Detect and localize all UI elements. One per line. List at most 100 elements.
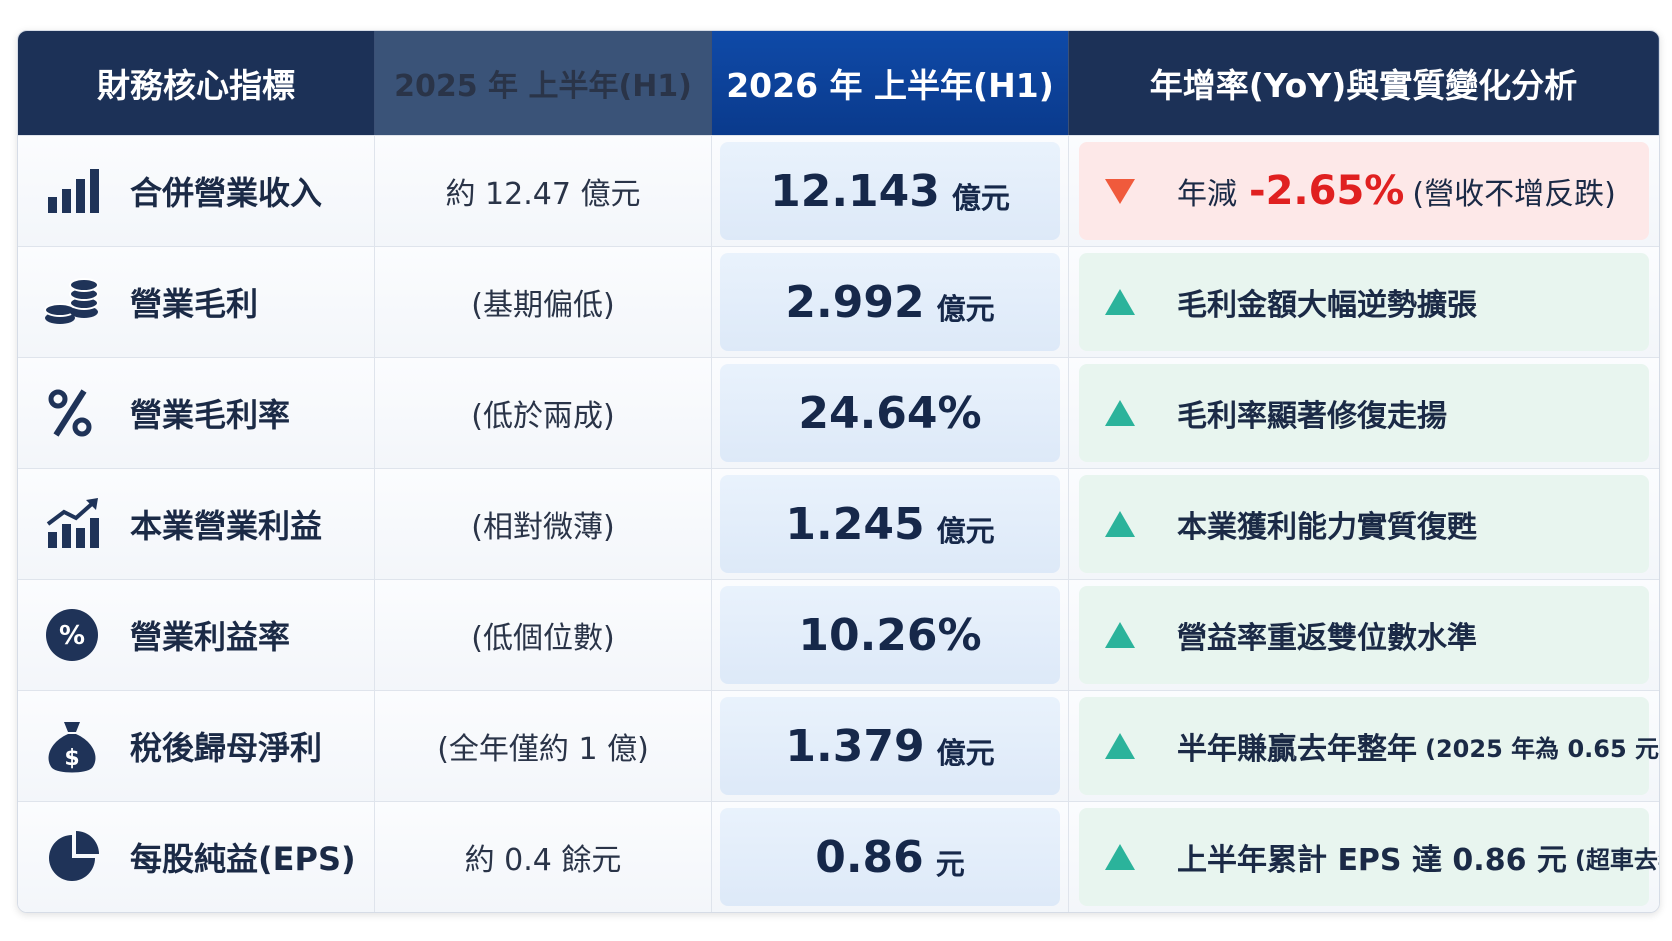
analysis-box: 本業獲利能力實質復甦: [1079, 475, 1649, 573]
current-cell: 10.26%: [712, 580, 1069, 690]
analysis-cell: 本業獲利能力實質復甦: [1069, 469, 1659, 579]
trend-up: [1105, 289, 1135, 315]
metric-icon: $: [48, 722, 96, 773]
table-row: % 營業利益率 (低個位數) 10.26% 營益率重返雙位數水準: [18, 579, 1659, 690]
analysis-cell: 毛利金額大幅逆勢擴張: [1069, 247, 1659, 357]
table-row: 本業營業利益 (相對微薄) 1.245 億元 本業獲利能力實質復甦: [18, 468, 1659, 579]
header-row: 財務核心指標 2025 年 上半年(H1) 2026 年 上半年(H1) 年增率…: [18, 31, 1659, 135]
metric-label: 營業毛利: [130, 285, 259, 323]
current-unit: 元: [935, 847, 965, 881]
metric-cell: 合併營業收入: [18, 136, 375, 246]
table-row: 每股純益(EPS) 約 0.4 餘元 0.86 元 上半年累計 EPS 達 0.86 元…: [18, 801, 1659, 912]
analysis-box: 上半年累計 EPS 達 0.86 元(超車去年全年): [1079, 808, 1659, 906]
current-box: 0.86 元: [720, 808, 1060, 906]
current-box: 1.245 億元: [720, 475, 1060, 573]
trend-up: [1105, 622, 1135, 648]
trend-up: [1105, 400, 1135, 426]
metric-label: 營業利益率: [130, 618, 291, 656]
analysis-note: (超車去年全年): [1574, 845, 1659, 874]
metric-label: 本業營業利益: [130, 507, 323, 545]
current-unit: 億元: [951, 181, 1010, 215]
analysis-cell: 毛利率顯著修復走揚: [1069, 358, 1659, 468]
analysis-cell: 上半年累計 EPS 達 0.86 元(超車去年全年): [1069, 802, 1659, 912]
analysis-text: 上半年累計 EPS 達 0.86 元: [1177, 843, 1567, 878]
analysis-cell: 半年賺贏去年整年 (2025 年為 0.65 元): [1069, 691, 1659, 801]
prior-value: (基期偏低): [471, 288, 615, 323]
analysis-cell: 營益率重返雙位數水準: [1069, 580, 1659, 690]
metric-label: 營業毛利率: [130, 396, 291, 434]
analysis-box: 年減 -2.65% (營收不增反跌): [1079, 142, 1649, 240]
svg-text:$: $: [64, 746, 79, 771]
header-cell: 2026 年 上半年(H1): [712, 31, 1069, 135]
current-cell: 0.86 元: [712, 802, 1069, 912]
current-unit: 億元: [936, 514, 995, 548]
prior-value: 約 0.4 餘元: [464, 843, 622, 878]
current-cell: 2.992 億元: [712, 247, 1069, 357]
current-value: 1.379: [785, 720, 925, 772]
metric-icon: %: [46, 609, 98, 661]
analysis-text: 半年賺贏去年整年: [1177, 732, 1417, 767]
analysis-text: 營益率重返雙位數水準: [1177, 621, 1477, 656]
metric-icon: [46, 498, 99, 548]
metric-label: 每股純益(EPS): [130, 840, 356, 878]
prior-value: (全年僅約 1 億): [437, 732, 649, 767]
analysis-text: 年減: [1177, 177, 1237, 212]
metric-icon: [48, 389, 92, 437]
analysis-text: 毛利金額大幅逆勢擴張: [1177, 288, 1477, 323]
prior-cell: (相對微薄): [375, 469, 712, 579]
metric-label: 稅後歸母淨利: [130, 729, 323, 767]
analysis-box: 毛利金額大幅逆勢擴張: [1079, 253, 1649, 351]
current-box: 2.992 億元: [720, 253, 1060, 351]
metric-cell: 營業毛利: [18, 247, 375, 357]
prior-value: 約 12.47 億元: [445, 177, 641, 212]
analysis-box: 毛利率顯著修復走揚: [1079, 364, 1649, 462]
current-value: 12.143: [770, 165, 940, 217]
prior-cell: (全年僅約 1 億): [375, 691, 712, 801]
current-value: 24.64%: [798, 387, 982, 439]
analysis-cell: 年減 -2.65% (營收不增反跌): [1069, 136, 1659, 246]
metric-label: 合併營業收入: [130, 174, 323, 212]
current-box: 24.64%: [720, 364, 1060, 462]
trend-up: [1105, 844, 1135, 870]
current-cell: 1.379 億元: [712, 691, 1069, 801]
current-box: 1.379 億元: [720, 697, 1060, 795]
current-cell: 24.64%: [712, 358, 1069, 468]
metric-icon: [48, 169, 99, 213]
current-cell: 12.143 億元: [712, 136, 1069, 246]
metric-cell: $ 稅後歸母淨利: [18, 691, 375, 801]
prior-value: (低個位數): [471, 621, 615, 656]
current-unit: 億元: [936, 736, 995, 770]
table-row: $ 稅後歸母淨利 (全年僅約 1 億) 1.379 億元 半年賺贏去年整年 (2025 年為…: [18, 690, 1659, 801]
prior-cell: 約 0.4 餘元: [375, 802, 712, 912]
metric-cell: % 營業利益率: [18, 580, 375, 690]
current-box: 10.26%: [720, 586, 1060, 684]
prior-cell: (基期偏低): [375, 247, 712, 357]
header-cell: 財務核心指標: [18, 31, 375, 135]
metric-cell: 營業毛利率: [18, 358, 375, 468]
prior-value: (相對微薄): [471, 510, 615, 545]
prior-cell: 約 12.47 億元: [375, 136, 712, 246]
current-value: 0.86: [815, 831, 924, 883]
analysis-box: 營益率重返雙位數水準: [1079, 586, 1649, 684]
current-unit: 億元: [936, 292, 995, 326]
prior-cell: (低於兩成): [375, 358, 712, 468]
svg-text:%: %: [59, 621, 85, 651]
analysis-note: (2025 年為 0.65 元): [1425, 734, 1660, 763]
current-value: 10.26%: [798, 609, 982, 661]
table-row: 營業毛利 (基期偏低) 2.992 億元 毛利金額大幅逆勢擴張: [18, 246, 1659, 357]
analysis-highlight: -2.65%: [1249, 168, 1405, 214]
prior-cell: (低個位數): [375, 580, 712, 690]
current-box: 12.143 億元: [720, 142, 1060, 240]
prior-value: (低於兩成): [471, 399, 615, 434]
metric-icon: [44, 278, 99, 324]
trend-up: [1105, 733, 1135, 759]
header-cell: 年增率(YoY)與實質變化分析: [1069, 31, 1659, 135]
trend-down: [1105, 179, 1135, 204]
table-row: 營業毛利率 (低於兩成) 24.64% 毛利率顯著修復走揚: [18, 357, 1659, 468]
analysis-box: 半年賺贏去年整年 (2025 年為 0.65 元): [1079, 697, 1659, 795]
analysis-text: 本業獲利能力實質復甦: [1177, 510, 1477, 545]
current-value: 1.245: [785, 498, 925, 550]
metric-cell: 每股純益(EPS): [18, 802, 375, 912]
current-value: 2.992: [785, 276, 925, 328]
